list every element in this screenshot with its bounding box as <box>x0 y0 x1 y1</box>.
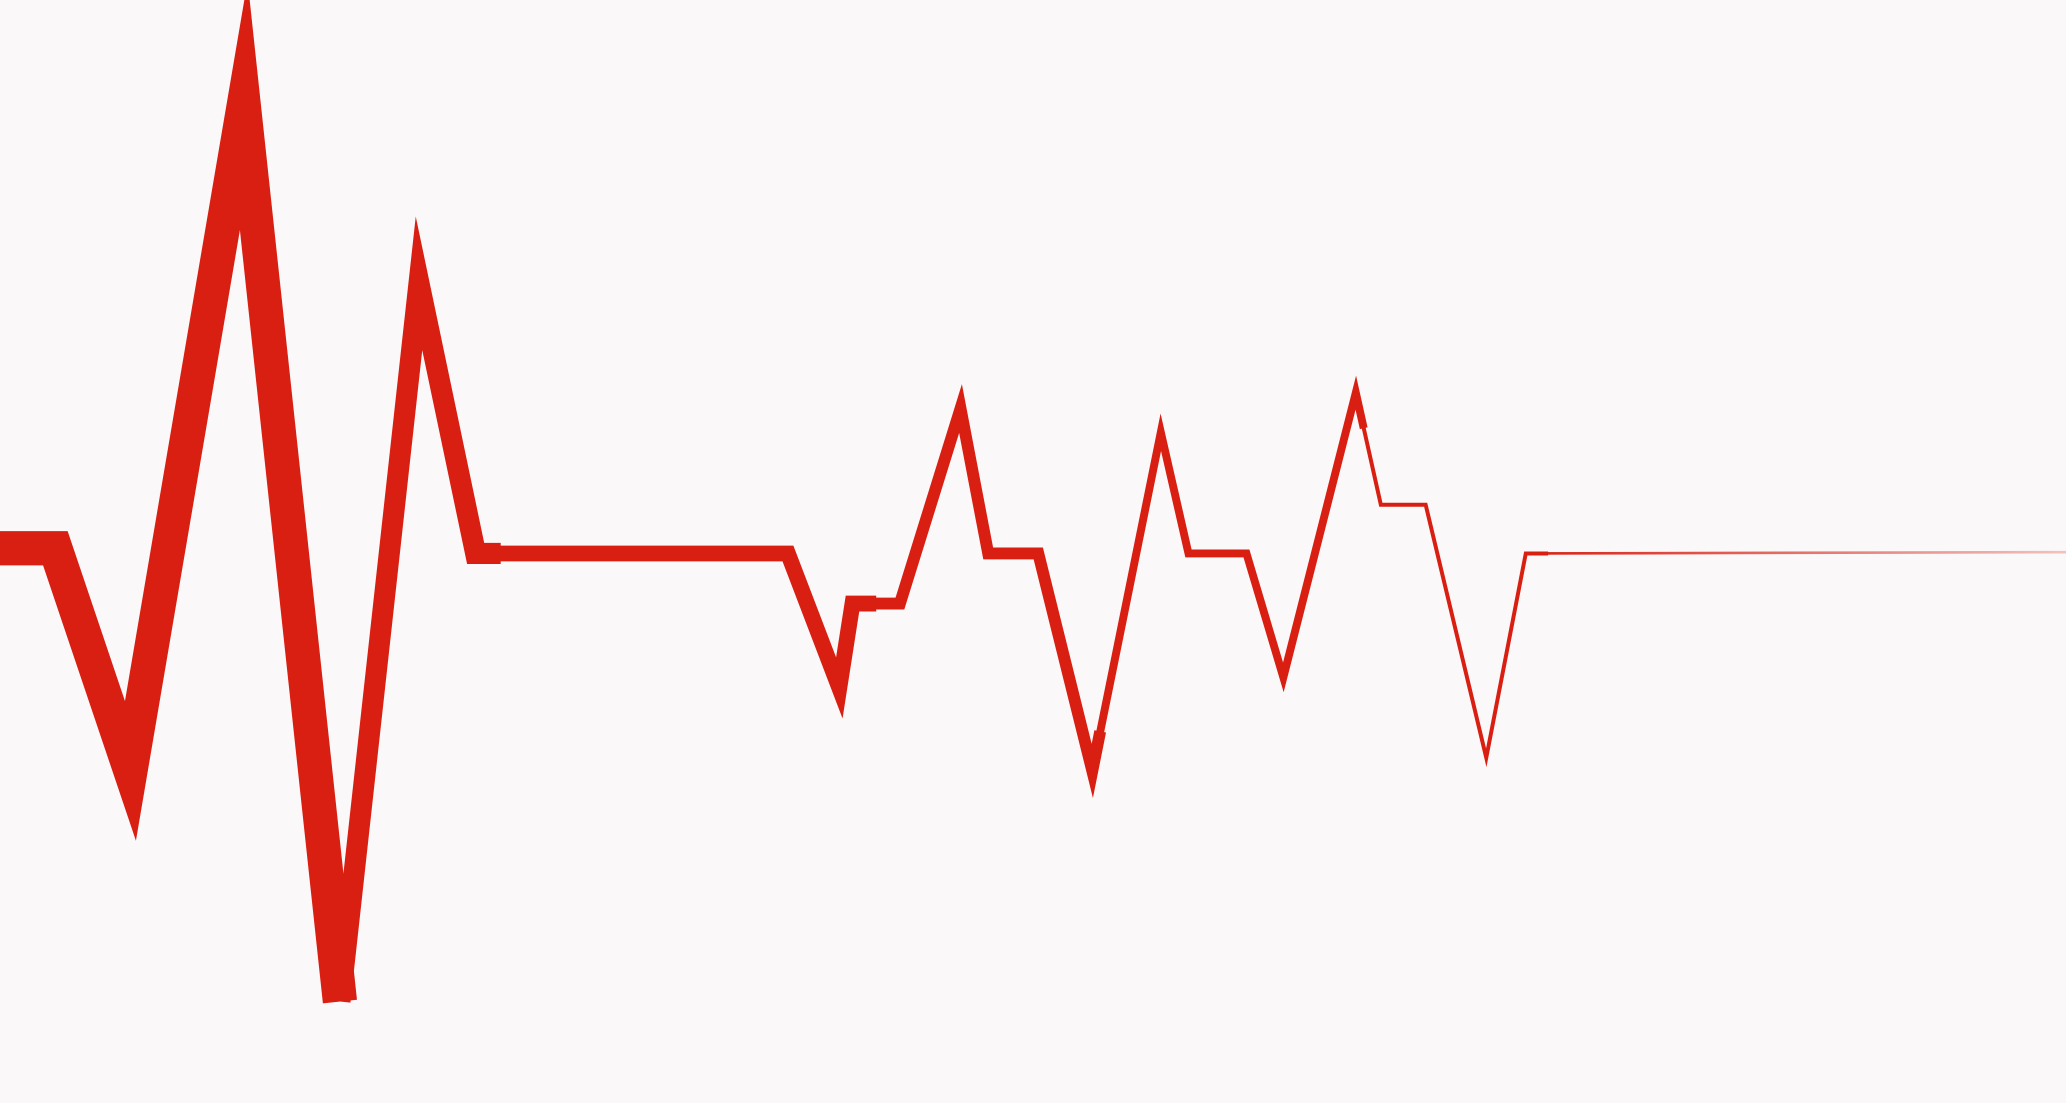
ecg-segment <box>0 105 340 1001</box>
ecg-segment <box>340 283 501 1001</box>
ecg-segment <box>1356 393 1548 758</box>
ecg-segment <box>852 409 1100 771</box>
ecg-line <box>0 0 2066 1103</box>
page: to Sudden Cardiac Arrest <box>0 0 2066 1103</box>
ecg-tail <box>1526 552 2066 553</box>
ecg-segment <box>476 553 877 687</box>
ecg-segment <box>1092 393 1363 771</box>
